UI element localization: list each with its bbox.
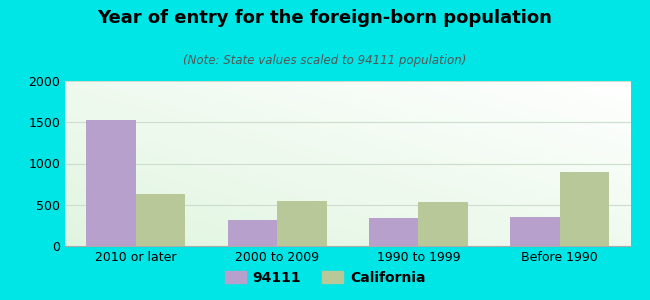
Bar bbox=[227, 220, 277, 246]
Text: (Note: State values scaled to 94111 population): (Note: State values scaled to 94111 popu… bbox=[183, 54, 467, 67]
Bar bbox=[560, 172, 609, 246]
Bar bbox=[369, 218, 419, 246]
Bar bbox=[419, 202, 468, 246]
Bar bbox=[510, 217, 560, 246]
Text: Year of entry for the foreign-born population: Year of entry for the foreign-born popul… bbox=[98, 9, 552, 27]
Legend: 94111, California: 94111, California bbox=[219, 265, 431, 290]
Bar bbox=[86, 120, 136, 246]
Bar bbox=[136, 194, 185, 246]
Bar bbox=[277, 201, 326, 246]
